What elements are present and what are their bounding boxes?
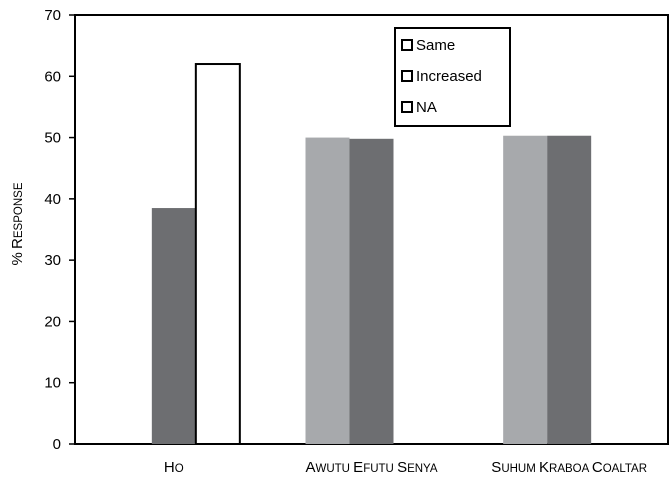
y-tick-label: 70 bbox=[44, 7, 61, 24]
legend-box bbox=[394, 27, 511, 127]
legend-swatch bbox=[401, 39, 413, 51]
bar-same-2 bbox=[503, 135, 548, 445]
legend-swatch bbox=[401, 101, 413, 113]
bar-increased-2 bbox=[547, 135, 592, 445]
y-axis-ticks: 0 10 20 30 40 50 60 70 bbox=[44, 7, 75, 453]
x-category-label: HO bbox=[164, 459, 184, 476]
legend-label: Increased bbox=[416, 68, 482, 85]
y-tick-label: 10 bbox=[44, 375, 61, 392]
legend-swatch bbox=[401, 70, 413, 82]
y-tick-label: 30 bbox=[44, 252, 61, 269]
x-category-label: AWUTU EFUTU SENYA bbox=[305, 459, 437, 476]
y-tick-label: 60 bbox=[44, 68, 61, 85]
legend-label: NA bbox=[416, 99, 437, 116]
y-tick-label: 50 bbox=[44, 130, 61, 147]
x-category-label: SUHUM KRABOA COALTAR bbox=[491, 459, 647, 476]
bar-same-1 bbox=[305, 137, 350, 445]
plot-area bbox=[74, 14, 669, 446]
x-axis-labels: HO AWUTU EFUTU SENYA SUHUM KRABOA COALTAR bbox=[164, 459, 647, 476]
y-tick-label: 20 bbox=[44, 313, 61, 330]
y-tick-label: 0 bbox=[53, 436, 61, 453]
y-tick-label: 40 bbox=[44, 191, 61, 208]
bar-increased-1 bbox=[349, 138, 394, 444]
bar-na-0 bbox=[194, 63, 241, 446]
legend: Same Increased NA bbox=[394, 27, 511, 127]
legend-label: Same bbox=[416, 37, 455, 54]
y-axis-label: % RESPONSE bbox=[9, 182, 26, 265]
bar-increased-0 bbox=[151, 208, 196, 444]
